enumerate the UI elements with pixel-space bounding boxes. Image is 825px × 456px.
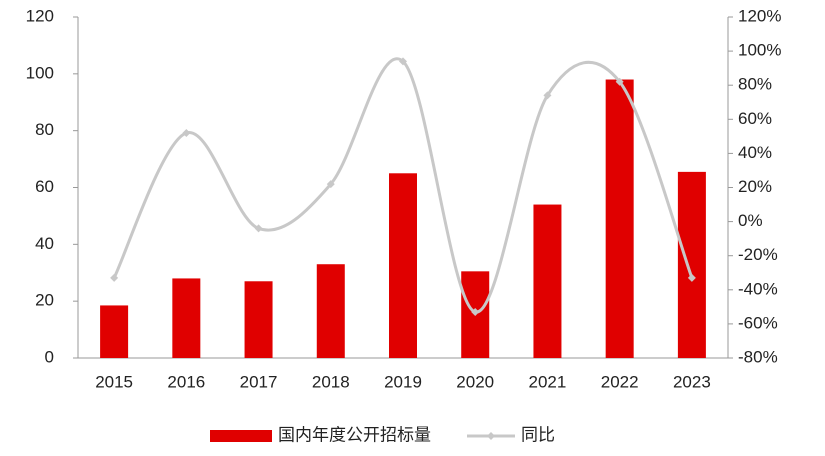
bar (389, 173, 417, 358)
y2-tick-label: -60% (738, 313, 778, 332)
y2-tick-label: -20% (738, 245, 778, 264)
bar (533, 204, 562, 358)
x-tick-label: 2018 (312, 372, 350, 391)
line-marker (615, 77, 624, 86)
x-tick-label: 2020 (456, 372, 494, 391)
y2-tick-label: -80% (738, 347, 778, 366)
line-marker (254, 224, 263, 233)
y-tick-label: 60 (35, 177, 54, 196)
y2-tick-label: 0% (738, 211, 763, 230)
y2-tick-label: 20% (738, 177, 772, 196)
bar (677, 171, 706, 358)
line-marker (326, 180, 335, 189)
bar (316, 264, 345, 358)
y2-tick-label: 100% (738, 41, 781, 60)
legend-swatch (210, 430, 272, 442)
x-tick-label: 2015 (95, 372, 133, 391)
x-tick-label: 2019 (384, 372, 422, 391)
legend-label: 国内年度公开招标量 (278, 425, 431, 444)
y-tick-label: 80 (35, 120, 54, 139)
y2-tick-label: 60% (738, 109, 772, 128)
line-marker (687, 273, 696, 282)
bar (100, 305, 129, 358)
line-marker (399, 57, 407, 66)
line-marker (110, 273, 119, 282)
line-marker (471, 307, 480, 316)
legend-label: 同比 (521, 425, 555, 444)
bar (605, 79, 634, 359)
x-tick-label: 2016 (167, 372, 205, 391)
legend-swatch (487, 432, 495, 440)
bar (172, 278, 201, 358)
y-tick-label: 0 (45, 347, 54, 366)
line-marker (182, 128, 191, 137)
y-tick-label: 20 (35, 291, 54, 310)
y-tick-label: 100 (26, 63, 54, 82)
x-tick-label: 2022 (601, 372, 639, 391)
x-tick-label: 2017 (240, 372, 278, 391)
y-tick-label: 120 (26, 6, 54, 25)
bar (244, 281, 273, 358)
y2-tick-label: 120% (738, 6, 781, 25)
x-tick-label: 2023 (673, 372, 711, 391)
line (112, 57, 694, 314)
x-tick-label: 2021 (529, 372, 567, 391)
y-tick-label: 40 (35, 234, 54, 253)
y2-tick-label: 40% (738, 143, 772, 162)
y2-tick-label: 80% (738, 75, 772, 94)
line-marker (543, 91, 552, 100)
y2-tick-label: -40% (738, 279, 778, 298)
